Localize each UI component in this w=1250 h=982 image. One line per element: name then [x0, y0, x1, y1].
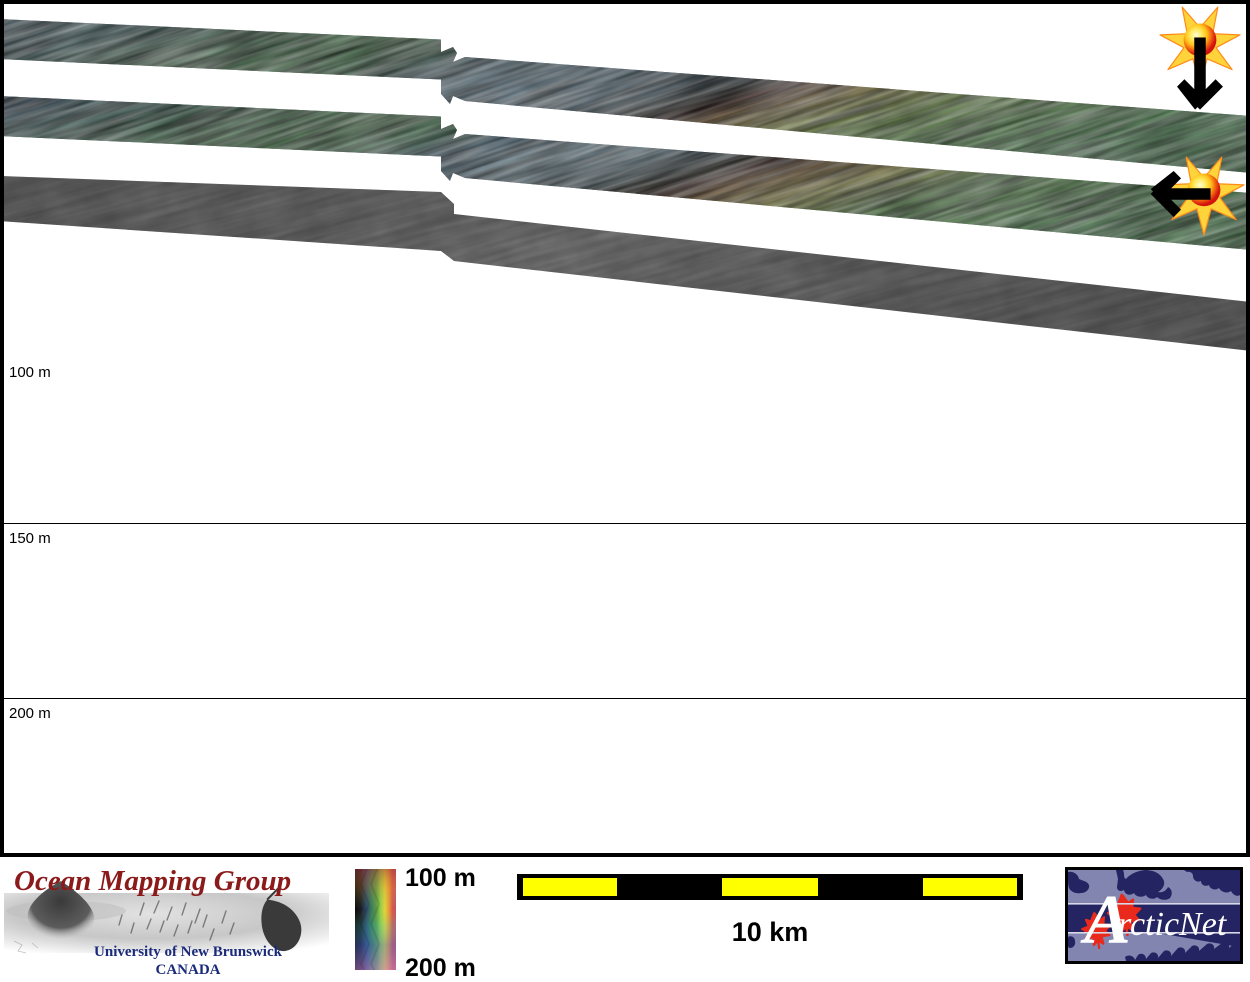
svg-text:rcticNet: rcticNet — [1118, 906, 1228, 943]
